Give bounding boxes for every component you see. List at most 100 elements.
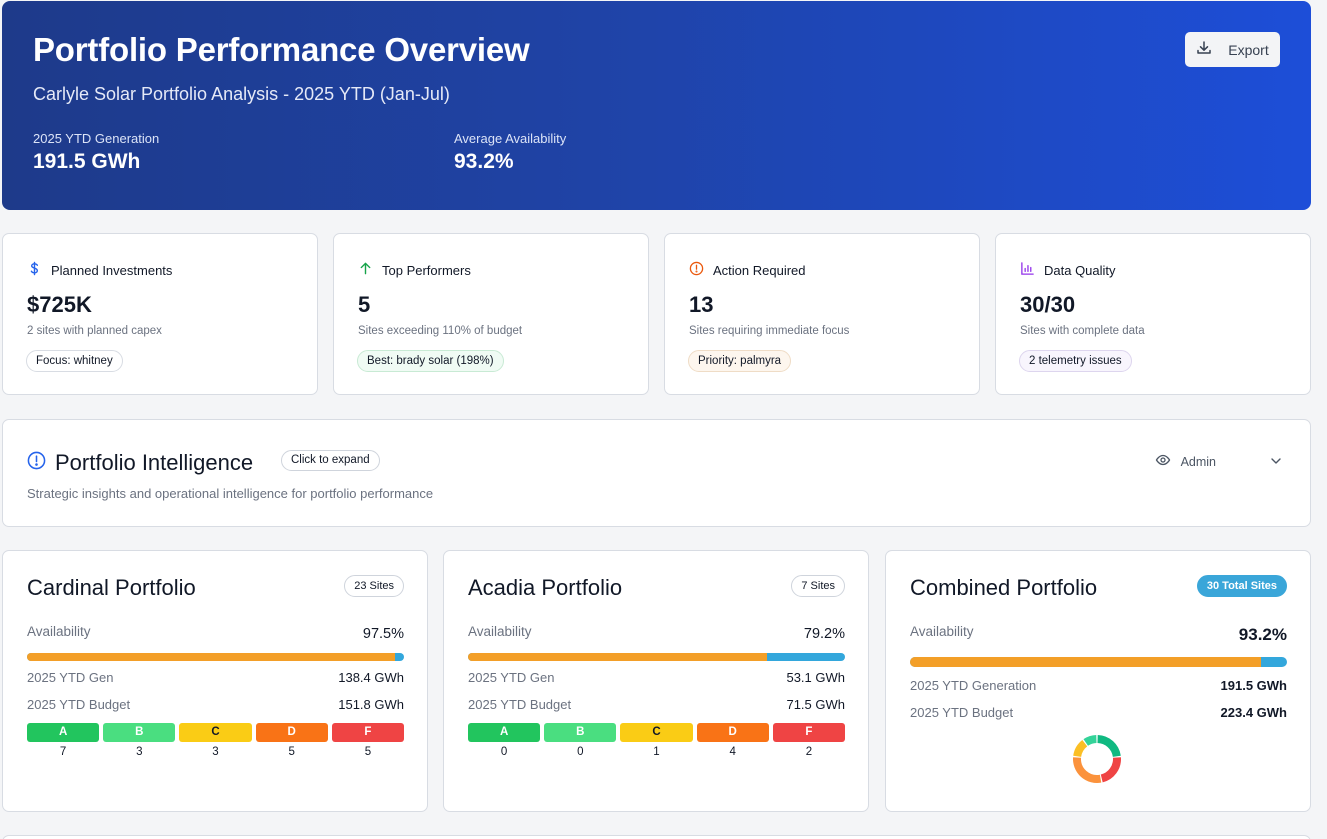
arrow-up-icon — [358, 261, 373, 279]
hero-stat-value: 93.2% — [454, 150, 514, 173]
availability-value: 97.5% — [362, 626, 404, 642]
export-label: Export — [1228, 41, 1269, 58]
kpi-card-data-quality[interactable]: Data Quality 30/30 Sites with complete d… — [995, 233, 1311, 395]
hero-stat-generation: 2025 YTD Generation 191.5 GWh — [33, 131, 159, 174]
kpi-card-planned-investments[interactable]: Planned Investments $725K 2 sites with p… — [2, 233, 318, 395]
availability-value: 79.2% — [803, 626, 845, 642]
portfolio-title: Cardinal Portfolio — [27, 575, 196, 600]
page-title: Portfolio Performance Overview — [33, 31, 530, 68]
generation-label: 2025 YTD Gen — [468, 670, 555, 685]
budget-value: 71.5 GWh — [786, 697, 845, 712]
hero-stat-label: 2025 YTD Generation — [33, 131, 160, 146]
kpi-chip: Priority: palmyra — [688, 350, 792, 372]
kpi-title: Top Performers — [382, 262, 471, 278]
grade-count: 1 — [653, 746, 660, 758]
export-button[interactable]: Export — [1185, 32, 1280, 67]
combined-portfolio-card[interactable]: Combined Portfolio 30 Total Sites Availa… — [885, 550, 1311, 812]
hero-banner: Portfolio Performance Overview Carlyle S… — [2, 1, 1311, 210]
kpi-title: Planned Investments — [51, 262, 173, 278]
availability-bar — [910, 657, 1287, 667]
cardinal-portfolio-card[interactable]: Cardinal Portfolio 23 Sites Availability… — [2, 550, 428, 812]
intelligence-description: Strategic insights and operational intel… — [27, 486, 434, 501]
site-count-badge: 7 Sites — [791, 575, 845, 597]
grade-donut-chart — [1073, 735, 1121, 783]
grade-count: 5 — [288, 746, 295, 758]
kpi-title: Action Required — [713, 262, 806, 278]
donut-segment-d — [1073, 757, 1102, 783]
availability-value: 93.2% — [1238, 625, 1287, 644]
availability-bar-fill — [910, 657, 1262, 667]
donut-segment-b — [1083, 735, 1097, 746]
kpi-title: Data Quality — [1044, 262, 1116, 278]
kpi-value: 13 — [689, 292, 714, 317]
site-count-badge: 23 Sites — [344, 575, 404, 597]
eye-icon — [1155, 452, 1171, 471]
hero-stat-availability: Average Availability 93.2% — [454, 131, 566, 174]
donut-segment-f — [1100, 757, 1121, 783]
admin-label: Admin — [1180, 454, 1216, 469]
grade-label: B — [544, 723, 617, 742]
intelligence-title: Portfolio Intelligence — [55, 450, 254, 475]
kpi-value: 30/30 — [1020, 292, 1076, 317]
grade-count: 5 — [364, 746, 372, 758]
portfolio-title: Acadia Portfolio — [468, 575, 623, 600]
grade-label: A — [468, 723, 541, 742]
availability-bar-fill — [27, 653, 395, 661]
acadia-portfolio-card[interactable]: Acadia Portfolio 7 Sites Availability 79… — [443, 550, 869, 812]
kpi-chip: 2 telemetry issues — [1019, 350, 1132, 372]
kpi-description: Sites exceeding 110% of budget — [358, 325, 523, 337]
grade-label: B — [103, 723, 176, 742]
hero-stat-value: 191.5 GWh — [33, 150, 141, 173]
grade-label: F — [331, 723, 405, 742]
budget-label: 2025 YTD Budget — [27, 697, 131, 712]
budget-label: 2025 YTD Budget — [468, 697, 572, 712]
chevron-down-icon[interactable] — [1268, 453, 1284, 469]
kpi-card-action-required[interactable]: Action Required 13 Sites requiring immed… — [664, 233, 980, 395]
donut-segment-c — [1073, 740, 1088, 758]
kpi-description: Sites requiring immediate focus — [689, 325, 850, 337]
kpi-chip: Best: brady solar (198%) — [357, 350, 504, 372]
grade-count: 3 — [136, 746, 143, 758]
portfolio-title: Combined Portfolio — [910, 575, 1098, 600]
availability-bar — [468, 653, 845, 661]
click-to-expand-button[interactable]: Click to expand — [281, 450, 380, 471]
portfolio-intelligence-panel[interactable]: Portfolio Intelligence Click to expand S… — [2, 419, 1311, 527]
grade-count: 3 — [212, 746, 219, 758]
budget-value: 151.8 GWh — [338, 697, 404, 712]
generation-label: 2025 YTD Generation — [910, 678, 1037, 693]
grade-count: 4 — [729, 746, 736, 758]
page-subtitle: Carlyle Solar Portfolio Analysis - 2025 … — [33, 84, 450, 104]
kpi-card-top-performers[interactable]: Top Performers 5 Sites exceeding 110% of… — [333, 233, 649, 395]
availability-bar-fill — [468, 653, 767, 661]
grade-label: C — [620, 723, 693, 742]
grade-count: 7 — [59, 746, 67, 758]
kpi-value: 5 — [358, 292, 371, 317]
donut-segment-a — [1097, 735, 1121, 758]
availability-bar — [27, 653, 404, 661]
budget-value: 223.4 GWh — [1220, 705, 1287, 720]
next-section-card — [2, 835, 1311, 839]
grade-label: C — [179, 723, 252, 742]
kpi-description: Sites with complete data — [1020, 325, 1145, 337]
kpi-description: 2 sites with planned capex — [27, 325, 162, 337]
admin-toggle[interactable]: Admin — [1155, 452, 1216, 471]
availability-label: Availability — [27, 624, 91, 639]
grade-label: D — [255, 723, 328, 742]
kpi-chip: Focus: whitney — [26, 350, 123, 372]
grade-label: A — [27, 723, 100, 742]
bar-chart-icon — [1020, 261, 1035, 279]
generation-value: 53.1 GWh — [786, 670, 845, 685]
download-icon — [1196, 40, 1212, 59]
